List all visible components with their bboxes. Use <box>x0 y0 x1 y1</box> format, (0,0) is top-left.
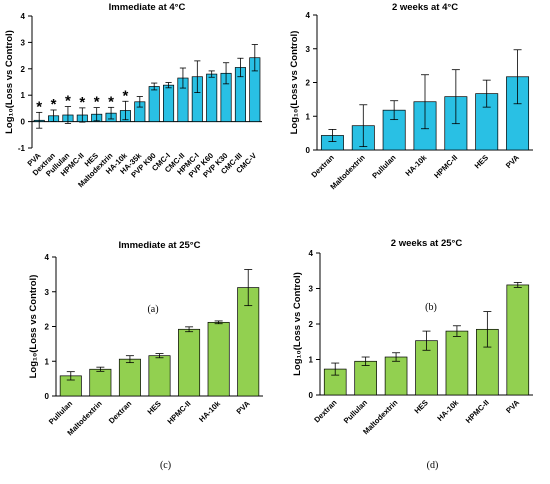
y-tick-label: 1 <box>21 91 26 100</box>
category-label: HPMC-II <box>432 153 459 180</box>
y-axis-label: Log₁₀(Loss vs Control) <box>289 31 300 135</box>
y-tick-label: 4 <box>45 253 50 262</box>
significance-star: * <box>94 94 100 111</box>
y-axis-label: Log₁₀(Loss vs Control) <box>4 30 15 134</box>
bar <box>163 84 175 122</box>
bar <box>148 86 160 122</box>
bar <box>207 321 230 397</box>
y-tick-label: 0 <box>45 392 50 401</box>
y-tick-label: 2 <box>21 65 26 74</box>
y-axis-label: Log₁₀(Loss vs Control) <box>28 275 39 379</box>
chart-panel-1: 2 weeks at 4°C 0 1 2 3 4 Log₁₀(Loss vs Control… <box>289 2 533 313</box>
chart-title: 2 weeks at 4°C <box>392 2 458 13</box>
bar <box>384 356 408 396</box>
bar <box>148 355 171 397</box>
y-tick-label: 3 <box>45 288 50 297</box>
category-label: HES <box>413 398 430 415</box>
bar <box>445 330 469 396</box>
category-label: PVA <box>235 399 252 416</box>
category-label: Dextran <box>309 153 336 180</box>
chart-panel-2: Immediate at 25°C 0 1 2 3 4 Log₁₀(Loss vs Cont… <box>28 240 263 471</box>
category-label: Pullulan <box>370 153 398 181</box>
panel-label: (d) <box>427 460 439 471</box>
y-tick-label: 1 <box>309 356 314 365</box>
category-label: HES <box>146 399 163 416</box>
chart-title: Immediate at 25°C <box>119 240 201 251</box>
category-label: PVA <box>504 153 521 170</box>
bar <box>206 73 218 122</box>
chart-panel-0: Immediate at 4°C -1 0 1 2 3 4 Log₁₀(Loss vs Con… <box>4 2 262 315</box>
category-label: HPMC-II <box>166 399 193 426</box>
y-tick-label: 2 <box>306 79 311 88</box>
significance-star: * <box>51 96 57 113</box>
bar <box>118 358 141 397</box>
y-tick-label: -1 <box>18 144 26 153</box>
category-label: HA-10k <box>197 399 222 424</box>
significance-star: * <box>79 94 85 111</box>
y-tick-label: 0 <box>309 391 314 400</box>
y-tick-label: 4 <box>21 12 26 21</box>
chart-title: 2 weeks at 25°C <box>391 238 463 249</box>
bar <box>506 284 530 396</box>
bar <box>89 368 112 397</box>
y-tick-label: 3 <box>306 45 311 54</box>
y-tick-label: 2 <box>45 323 50 332</box>
y-axis-label: Log₁₀(Loss vs Control) <box>292 272 303 376</box>
y-tick-label: 3 <box>21 38 26 47</box>
category-label: HES <box>473 153 490 170</box>
y-tick-label: 4 <box>306 11 311 20</box>
y-tick-label: 3 <box>309 285 314 294</box>
category-label: Dextran <box>107 399 134 426</box>
category-label: Pullulan <box>47 399 75 427</box>
y-tick-label: 4 <box>309 249 314 258</box>
bar <box>354 360 377 396</box>
significance-star: * <box>36 98 42 115</box>
category-label: HPMC-II <box>464 398 491 425</box>
y-tick-label: 0 <box>306 146 311 155</box>
bar <box>178 328 201 397</box>
chart-panel-3: 2 weeks at 25°C 0 1 2 3 4 Log₁₀(Loss vs Contro… <box>292 238 533 471</box>
y-tick-label: 2 <box>309 320 314 329</box>
panel-label: (c) <box>160 460 171 471</box>
category-label: Dextran <box>312 398 339 425</box>
panel-label: (a) <box>147 304 158 315</box>
significance-star: * <box>108 93 114 110</box>
significance-star: * <box>65 93 71 110</box>
category-label: HA-10k <box>435 398 460 423</box>
chart-title: Immediate at 4°C <box>109 2 186 13</box>
category-label: HA-10k <box>404 153 429 178</box>
panel-label: (b) <box>425 302 437 313</box>
y-tick-label: 1 <box>45 357 50 366</box>
y-tick-label: 1 <box>306 112 311 121</box>
category-label: Pullulan <box>342 398 370 426</box>
y-tick-label: 0 <box>21 118 26 127</box>
significance-star: * <box>123 87 129 104</box>
category-label: PVA <box>504 398 521 415</box>
